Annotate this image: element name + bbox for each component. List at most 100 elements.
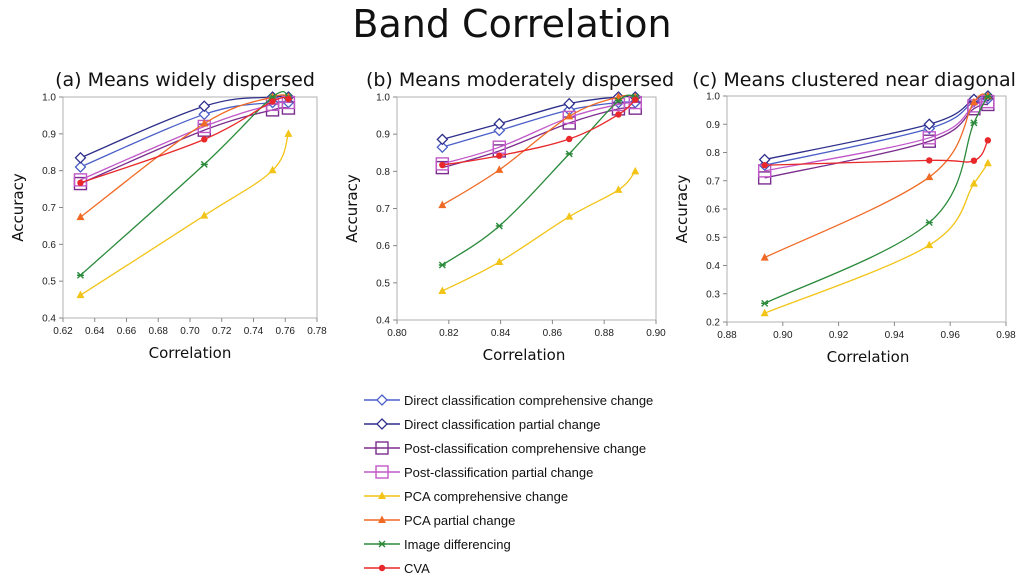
series-line <box>80 106 289 185</box>
data-point <box>74 151 87 164</box>
legend-swatch <box>364 418 400 430</box>
legend-swatch <box>364 540 400 548</box>
series-line <box>80 91 289 276</box>
data-point <box>269 98 276 105</box>
data-point <box>438 200 447 209</box>
data-point <box>925 172 934 181</box>
legend-item: Post-classification comprehensive change <box>364 436 653 460</box>
data-point <box>969 97 978 106</box>
x-tick-label: 0.68 <box>149 326 169 337</box>
legend-item: Direct classification partial change <box>364 412 653 436</box>
data-point <box>200 211 209 219</box>
data-point <box>565 150 573 158</box>
x-tick-label: 0.94 <box>885 330 905 341</box>
series-pca-comprehensive-change <box>76 129 293 299</box>
square-marker-icon <box>375 465 389 479</box>
series-line <box>80 101 289 181</box>
legend-label: CVA <box>404 560 430 576</box>
data-point <box>969 179 978 187</box>
y-tick-label: 1.0 <box>42 93 56 104</box>
data-point <box>566 135 573 143</box>
chart-c: (c) Means clustered near diagonal 0.2 0.3 0… <box>673 69 1016 366</box>
legend-swatch <box>364 441 400 455</box>
page-title: Band Correlation <box>352 2 672 46</box>
y-tick-label: 0.9 <box>706 120 720 131</box>
data-point <box>984 137 992 144</box>
diamond-marker-icon <box>376 418 388 430</box>
plot-area <box>726 95 1007 323</box>
data-point <box>76 271 84 279</box>
star-marker-icon <box>378 540 386 548</box>
y-tick-label: 0.4 <box>706 261 720 272</box>
data-point <box>565 212 574 220</box>
data-point <box>436 133 449 146</box>
x-tick-label: 0.90 <box>773 330 793 341</box>
chart-title: (b) Means moderately dispersed <box>366 69 674 91</box>
diamond-marker-icon <box>376 394 388 406</box>
data-point <box>198 100 211 113</box>
x-tick-label: 0.84 <box>491 328 511 339</box>
x-tick-label: 0.92 <box>829 330 849 341</box>
x-tick-label: 0.82 <box>439 328 459 339</box>
y-tick-label: 0.5 <box>376 278 390 289</box>
series-post-classification-partial-change <box>757 94 995 178</box>
square-marker-icon <box>375 441 389 455</box>
y-axis-label: Accuracy <box>9 173 27 242</box>
x-tick-label: 0.88 <box>717 330 737 341</box>
data-point <box>438 261 446 269</box>
data-point <box>200 160 208 168</box>
legend-swatch <box>364 394 400 406</box>
data-point <box>970 119 978 127</box>
legend-label: PCA partial change <box>404 512 516 528</box>
data-point <box>493 117 506 130</box>
series-pca-comprehensive-change <box>438 166 640 295</box>
data-point <box>925 219 933 227</box>
x-tick-label: 0.74 <box>244 326 264 337</box>
data-point <box>495 165 504 173</box>
chart-a: (a) Means widely dispersed 0.4 0.5 0.6 0.7 0.… <box>9 69 327 362</box>
data-point <box>285 95 292 103</box>
data-point <box>495 257 504 266</box>
y-tick-label: 0.4 <box>42 314 56 325</box>
x-tick-label: 0.70 <box>180 326 200 337</box>
data-point <box>984 93 992 101</box>
data-point <box>760 253 769 261</box>
x-tick-label: 0.80 <box>387 328 407 339</box>
data-point <box>922 131 936 145</box>
data-point <box>614 97 622 105</box>
x-axis-label: Correlation <box>483 346 566 364</box>
series-line <box>764 96 989 304</box>
legend-item: PCA partial change <box>364 508 653 532</box>
data-point <box>284 129 293 137</box>
chart-title: (a) Means widely dispersed <box>55 69 315 91</box>
data-point <box>436 141 449 154</box>
y-tick-label: 1.0 <box>376 93 390 104</box>
data-point <box>562 110 576 125</box>
circle-marker-icon <box>378 564 386 572</box>
series-line <box>80 133 290 296</box>
y-tick-label: 0.7 <box>376 204 390 215</box>
series-line <box>80 96 289 184</box>
data-point <box>926 157 933 164</box>
data-point <box>438 286 447 295</box>
legend-item: CVA <box>364 556 653 580</box>
y-tick-label: 0.9 <box>376 130 390 141</box>
x-tick-label: 0.66 <box>117 326 137 337</box>
series-cva <box>761 137 992 169</box>
y-tick-label: 1.0 <box>706 92 720 103</box>
data-point <box>614 185 623 193</box>
plot-area <box>62 96 318 319</box>
x-tick-label: 0.90 <box>646 328 666 339</box>
legend-label: Post-classification comprehensive change <box>404 440 647 456</box>
x-tick-label: 0.78 <box>307 326 327 337</box>
x-tick-label: 0.98 <box>996 330 1016 341</box>
legend-label: Direct classification partial change <box>404 416 601 432</box>
legend-swatch <box>364 564 400 572</box>
x-tick-label: 0.62 <box>53 326 73 337</box>
data-point <box>632 96 639 103</box>
data-point <box>983 158 992 167</box>
series-line <box>764 162 989 314</box>
x-tick-label: 0.86 <box>543 328 563 339</box>
y-tick-label: 0.3 <box>706 289 720 300</box>
y-tick-label: 0.8 <box>42 166 56 177</box>
